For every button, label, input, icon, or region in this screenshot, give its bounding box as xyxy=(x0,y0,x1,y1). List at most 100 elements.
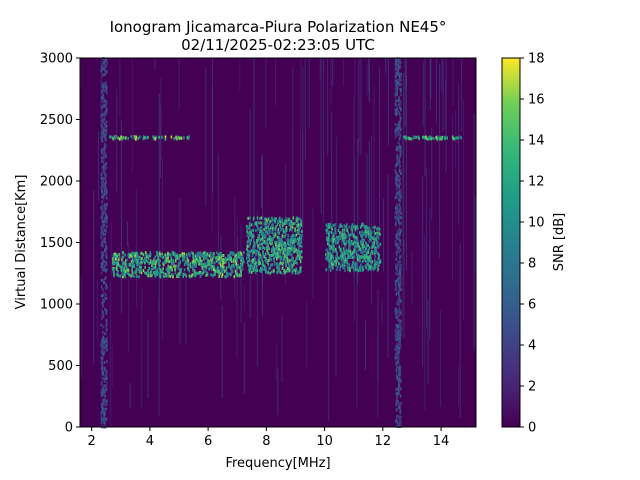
echo-cell xyxy=(403,135,406,139)
plot-area xyxy=(79,57,477,429)
echo-cell xyxy=(396,337,399,341)
echo-cell xyxy=(361,243,364,247)
echo-cell xyxy=(116,254,119,258)
noise-column xyxy=(212,58,214,194)
echo-cell xyxy=(138,257,141,261)
echo-cell xyxy=(394,328,397,332)
echo-cell xyxy=(288,249,290,253)
echo-cell xyxy=(219,253,221,257)
x-tick-label: 12 xyxy=(375,434,392,449)
echo-cell xyxy=(255,266,258,270)
echo-cell xyxy=(100,403,103,407)
echo-cell xyxy=(460,136,462,140)
echo-cell xyxy=(103,210,105,214)
echo-cell xyxy=(113,135,116,139)
echo-cell xyxy=(396,310,399,314)
echo-cell xyxy=(231,270,234,274)
echo-cell xyxy=(341,254,344,258)
echo-cell xyxy=(287,234,290,238)
echo-cell xyxy=(266,259,269,263)
echo-cell xyxy=(399,420,401,424)
echo-cell xyxy=(361,255,363,259)
echo-cell xyxy=(266,250,269,254)
echo-cell xyxy=(395,83,398,87)
echo-cell xyxy=(285,244,287,248)
echo-cell xyxy=(217,266,220,270)
echo-cell xyxy=(346,261,348,265)
echo-cell xyxy=(218,256,221,260)
echo-cell xyxy=(365,244,368,248)
echo-cell xyxy=(122,250,124,254)
echo-cell xyxy=(394,102,397,106)
echo-cell xyxy=(105,371,108,375)
echo-cell xyxy=(396,158,399,162)
echo-cell xyxy=(375,236,378,240)
echo-cell xyxy=(103,192,105,196)
echo-cell xyxy=(115,266,118,270)
echo-cell xyxy=(398,248,401,252)
echo-cell xyxy=(336,255,338,259)
echo-cell xyxy=(104,193,106,197)
echo-cell xyxy=(141,260,143,264)
echo-cell xyxy=(398,295,400,299)
echo-cell xyxy=(247,263,250,267)
echo-cell xyxy=(360,250,363,254)
echo-cell xyxy=(103,134,105,138)
echo-cell xyxy=(268,247,270,251)
noise-column xyxy=(387,58,389,146)
echo-cell xyxy=(100,414,103,418)
echo-cell xyxy=(395,271,397,275)
echo-cell xyxy=(361,230,363,234)
echo-cell xyxy=(328,257,330,261)
echo-cell xyxy=(395,394,398,398)
echo-cell xyxy=(285,226,288,230)
echo-cell xyxy=(294,234,297,238)
echo-cell xyxy=(338,235,340,239)
echo-cell xyxy=(171,266,173,270)
echo-cell xyxy=(360,242,362,246)
echo-cell xyxy=(368,226,371,230)
echo-cell xyxy=(341,232,344,236)
echo-cell xyxy=(280,241,282,245)
echo-cell xyxy=(139,257,142,261)
echo-cell xyxy=(214,272,217,276)
echo-cell xyxy=(367,244,369,248)
echo-cell xyxy=(233,265,235,269)
echo-cell xyxy=(170,264,173,268)
echo-cell xyxy=(208,254,211,258)
echo-cell xyxy=(399,82,402,86)
echo-cell xyxy=(102,344,104,348)
echo-cell xyxy=(394,263,397,267)
echo-cell xyxy=(368,239,371,243)
echo-cell xyxy=(192,261,194,265)
echo-cell xyxy=(138,269,141,273)
echo-cell xyxy=(397,377,399,381)
echo-cell xyxy=(291,258,294,262)
echo-cell xyxy=(204,252,207,256)
echo-cell xyxy=(186,262,189,266)
echo-cell xyxy=(185,260,188,264)
echo-cell xyxy=(297,223,300,227)
echo-cell xyxy=(156,268,158,272)
echo-cell xyxy=(396,316,398,320)
echo-cell xyxy=(260,270,263,274)
echo-cell xyxy=(328,262,331,266)
echo-cell xyxy=(394,347,397,351)
echo-cell xyxy=(273,226,275,230)
echo-cell xyxy=(354,236,356,240)
echo-cell xyxy=(249,230,252,234)
noise-column xyxy=(116,88,118,193)
echo-cell xyxy=(240,263,242,267)
echo-cell xyxy=(266,261,269,265)
echo-cell xyxy=(396,242,399,246)
echo-cell xyxy=(334,227,337,231)
noise-column xyxy=(441,58,443,92)
echo-cell xyxy=(365,246,367,250)
echo-cell xyxy=(143,256,146,260)
echo-cell xyxy=(373,240,376,244)
echo-cell xyxy=(133,253,135,257)
noise-column xyxy=(119,58,121,117)
noise-column xyxy=(141,289,143,408)
echo-cell xyxy=(101,266,104,270)
echo-cell xyxy=(217,253,220,257)
